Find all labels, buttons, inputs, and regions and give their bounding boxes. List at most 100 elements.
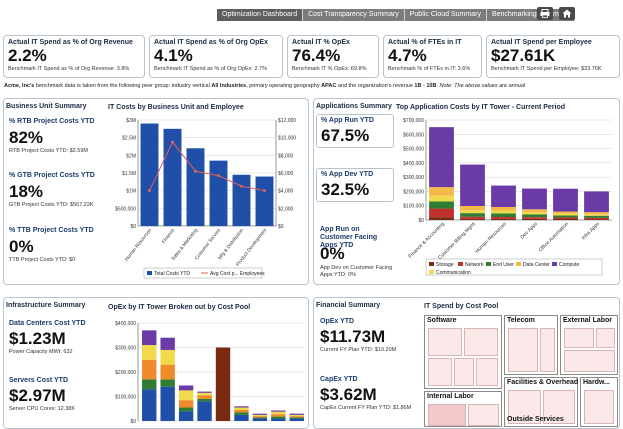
customer-apps-value: 0% <box>320 244 345 263</box>
bar-segment-orange <box>178 400 194 408</box>
it-spend-cost-pool-title: IT Spend by Cost Pool <box>424 303 499 310</box>
treemap-cell <box>564 350 615 372</box>
y-tick-label: $400,000 <box>115 321 136 327</box>
y2-tick-label: $10,000 <box>278 136 296 142</box>
bar-segment-end-user <box>491 213 516 217</box>
ttb-sub: TTB Project Costs YTD: $0 <box>9 257 76 263</box>
bar-total-costs <box>209 160 228 226</box>
customer-apps-sub: App Dev on Customer Facing Apps YTD: 0% <box>320 265 393 278</box>
y-tick-label: $3M <box>126 118 136 124</box>
bar-segment-end-user <box>429 201 454 209</box>
kpi-value: $27.61K <box>491 46 556 65</box>
app-run-box: % App Run YTD 67.5% <box>316 114 394 148</box>
print-button[interactable] <box>537 7 553 20</box>
kpi-it-opex: Actual IT % OpEx 76.4% Benchmark IT % Op… <box>287 35 379 78</box>
tab-cost-transparency-summary[interactable]: Cost Transparency Summary <box>303 9 405 21</box>
treemap-software[interactable]: Software <box>424 315 502 389</box>
legend-swatch <box>429 270 434 274</box>
treemap-internal-labor[interactable]: Internal Labor <box>424 391 502 427</box>
kpi-value: 76.4% <box>292 46 341 65</box>
data-centers-value: $1.23M <box>9 329 66 348</box>
bar-segment-purple <box>160 337 175 350</box>
x-tick-label: Mfg & Distribution <box>217 227 245 261</box>
x-tick-label: Finance <box>161 227 176 244</box>
bar-segment-compute <box>522 188 547 210</box>
bar-segment-yellow <box>178 390 194 401</box>
gtb-label: % GTB Project Costs YTD <box>9 172 95 179</box>
legend-swatch-total <box>147 271 152 275</box>
treemap-label: Facilities & Overhead <box>507 379 579 386</box>
bar-segment-communication <box>553 213 578 216</box>
bar-segment-yellow <box>197 392 212 396</box>
bar-segment-orange <box>271 414 286 417</box>
bar-total-costs <box>232 174 251 226</box>
bar-segment-yellow <box>271 411 286 415</box>
home-button[interactable] <box>559 7 575 20</box>
bar-segment-green <box>178 407 194 412</box>
it-costs-chart: IT Costs by Business Unit and Employee $0… <box>108 104 296 279</box>
bar-segment-compute <box>491 185 516 207</box>
kpi-title: Actual % of FTEs in IT <box>388 39 462 46</box>
treemap-external-labor[interactable]: External Labor <box>560 315 618 375</box>
y-tick-label: $500,000 <box>115 206 136 212</box>
bar-segment-data-center <box>491 207 516 211</box>
bar-segment-data-center <box>429 187 454 196</box>
bar-segment-green <box>197 398 212 402</box>
y2-tick-label: $12,000 <box>278 118 296 124</box>
bar-segment-blue <box>197 401 212 421</box>
bar-segment-green <box>142 379 157 390</box>
treemap-telecom[interactable]: Telecom <box>504 315 558 375</box>
bar-segment-storage <box>553 219 578 220</box>
treemap-label: Hardw... <box>583 379 610 386</box>
kpi-value: 2.2% <box>8 46 47 65</box>
tab-optimization-dashboard[interactable]: Optimization Dashboard <box>217 9 304 21</box>
bar-segment-purple <box>289 413 304 415</box>
bar-segment-network <box>460 216 485 219</box>
cost-pool-treemap: Software Telecom External Labor Faciliti… <box>424 315 618 427</box>
bar-total-costs <box>140 123 159 226</box>
rtb-sub: RTB Project Costs YTD: $2.59M <box>9 148 88 154</box>
bar-segment-orange <box>289 416 304 418</box>
chart-title: IT Costs by Business Unit and Employee <box>108 104 244 111</box>
treemap-cell <box>428 358 452 386</box>
treemap-cell <box>468 404 499 426</box>
bar-segment-network <box>491 217 516 219</box>
app-dev-box: % App Dev YTD 32.5% <box>316 168 394 202</box>
y2-tick-label: $4,000 <box>278 189 294 195</box>
bar-segment-blue <box>271 418 286 421</box>
bar-total-costs <box>255 176 274 226</box>
opex-by-tower-chart: OpEx by IT Tower Broken out by Cost Pool… <box>108 304 304 425</box>
legend-label: Total Costs YTD <box>154 271 190 277</box>
bar-segment-green <box>234 412 249 415</box>
bar-segment-compute <box>584 191 609 213</box>
customer-apps-label: App Run on Customer Facing Apps YTD <box>320 226 378 249</box>
bar-segment-network <box>584 217 609 220</box>
business-unit-summary-title: Business Unit Summary <box>6 103 87 110</box>
avg-cost-point <box>240 184 243 188</box>
legend-swatch <box>486 262 491 266</box>
bar-total-costs <box>186 148 205 226</box>
treemap-label: External Labor <box>563 317 613 324</box>
kpi-spend-per-employee: Actual IT Spend per Employee $27.61K Ben… <box>486 35 620 78</box>
treemap-cell <box>464 328 498 356</box>
kpi-title: Actual IT % OpEx <box>292 39 350 46</box>
y2-tick-label: $0 <box>278 224 284 230</box>
bar-segment-end-user <box>553 215 578 218</box>
tab-public-cloud-summary[interactable]: Public Cloud Summary <box>404 9 487 21</box>
data-centers-label: Data Centers Cost YTD <box>9 320 86 327</box>
treemap-outside-services[interactable]: Outside Services <box>504 416 578 427</box>
app-dev-label: % App Dev YTD <box>321 171 374 178</box>
note-annual: Note: The above values are annual <box>439 83 526 89</box>
treemap-hardware[interactable]: Hardw... <box>580 377 618 427</box>
note-text: . <box>436 83 440 89</box>
bar-segment-storage <box>522 218 547 220</box>
servers-label: Servers Cost YTD <box>9 377 69 384</box>
avg-cost-point <box>263 189 266 193</box>
bar-segment-orange <box>234 409 249 413</box>
treemap-facilities-overhead[interactable]: Facilities & Overhead <box>504 377 578 427</box>
print-icon <box>540 9 550 18</box>
bar-segment-storage <box>491 218 516 220</box>
bar-segment-communication <box>491 210 516 214</box>
servers-value: $2.97M <box>9 386 66 405</box>
gtb-sub: GTB Project Costs YTD: $567.22K <box>9 202 94 208</box>
